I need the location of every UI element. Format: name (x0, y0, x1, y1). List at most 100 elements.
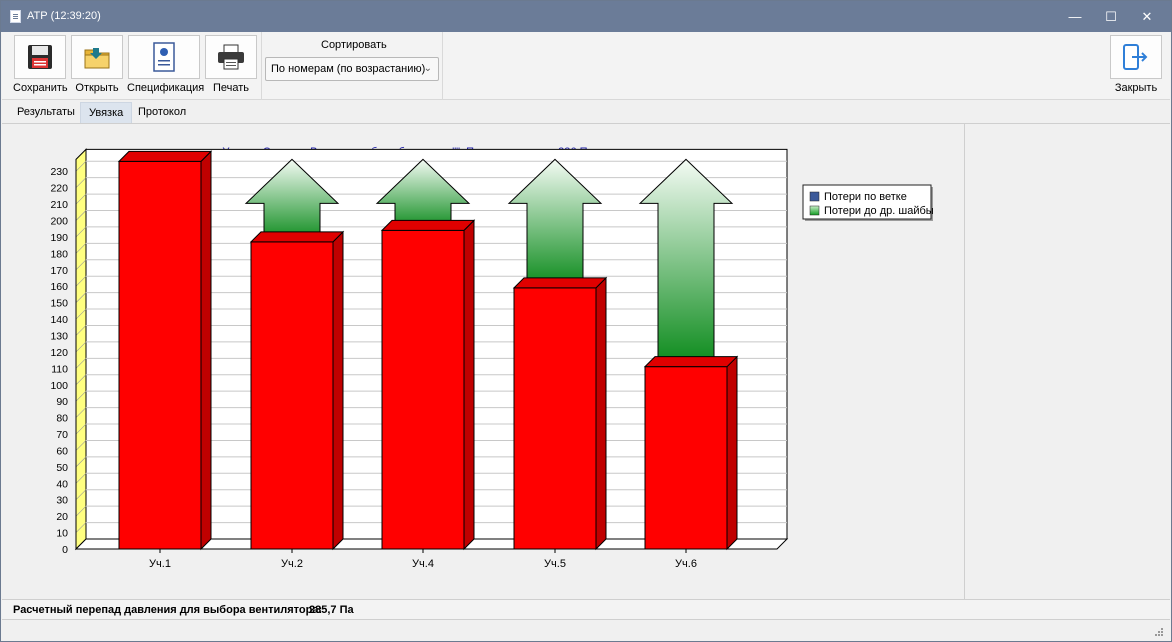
branch-loss-bar-top (249, 231, 345, 243)
gridline-side (75, 456, 87, 468)
chart-left-wall (75, 148, 87, 551)
specification-document-icon (153, 42, 175, 72)
x-tick-label: Уч.6 (675, 558, 697, 570)
y-tick-label: 160 (50, 281, 68, 293)
close-label: Закрыть (1114, 82, 1158, 94)
open-button[interactable]: Открыть (70, 35, 124, 97)
print-label: Печать (212, 82, 250, 94)
maximize-button[interactable]: ☐ (1105, 9, 1117, 24)
minimize-button[interactable]: — (1068, 9, 1082, 24)
x-tick-label: Уч.4 (412, 558, 434, 570)
toolbar-separator (261, 32, 262, 100)
save-label: Сохранить (13, 82, 68, 94)
tab-protocol[interactable]: Протокол (138, 106, 187, 118)
x-tick-label: Уч.1 (149, 558, 171, 570)
gridline-side (75, 177, 87, 188)
gridline-side (75, 243, 87, 254)
gridline-side (75, 505, 87, 517)
branch-loss-bar-top (380, 219, 476, 231)
legend-swatch-washer (809, 205, 820, 216)
toolbar: Сохранить Открыть Специфика (2, 32, 1170, 100)
y-tick-label: 170 (50, 265, 68, 277)
gridline-side (75, 473, 87, 484)
close-button[interactable]: Закрыть (1109, 35, 1163, 97)
status-label: Расчетный перепад давления для выбора ве… (13, 604, 323, 616)
y-tick-label: 20 (56, 511, 68, 523)
y-tick-label: 60 (56, 445, 68, 457)
branch-loss-bar-side (595, 276, 607, 551)
exit-icon (1123, 44, 1148, 70)
branch-loss-bar (381, 229, 465, 550)
branch-loss-bar (250, 241, 334, 550)
toolbar-separator (442, 32, 443, 100)
tab-linkage[interactable]: Увязка (80, 102, 133, 123)
window-title: АТР (12:39:20) (27, 10, 101, 22)
branch-loss-bar (118, 160, 202, 550)
y-tick-label: 150 (50, 298, 68, 310)
x-tick-label: Уч.5 (544, 558, 566, 570)
branch-loss-bar (644, 366, 728, 550)
status-value: 235,7 Па (309, 604, 354, 616)
open-label: Открыть (75, 82, 119, 94)
gridline-side (75, 275, 87, 287)
branch-loss-bar-side (463, 219, 475, 551)
y-tick-label: 0 (62, 544, 68, 556)
legend-label-washer: Потери до др. шайбы (824, 205, 934, 217)
bottom-bar (2, 621, 1170, 641)
branch-loss-bar-top (117, 150, 213, 162)
y-tick-label: 30 (56, 495, 68, 507)
specification-label: Спецификация (127, 82, 205, 94)
gridline-side (75, 423, 87, 435)
branch-loss-bar-top (643, 356, 739, 368)
gridline-side (75, 193, 87, 205)
gridline-side (75, 407, 87, 418)
y-tick-label: 110 (51, 363, 68, 375)
content-area: Увязка. Система Вытяжная общеобменная - … (2, 123, 1170, 600)
sort-selected-value: По номерам (по возрастанию) (271, 63, 426, 75)
tab-results[interactable]: Результаты (17, 106, 75, 118)
y-tick-label: 40 (56, 478, 68, 490)
gridline-side (75, 325, 87, 336)
gridline-side (75, 259, 87, 270)
y-tick-label: 220 (50, 183, 68, 195)
sort-dropdown[interactable]: По номерам (по возрастанию) ⌄ (265, 57, 439, 81)
branch-loss-bar (513, 287, 597, 550)
gridline-side (75, 308, 87, 320)
y-tick-label: 190 (50, 232, 68, 244)
sort-label: Сортировать (321, 39, 387, 51)
y-tick-label: 70 (56, 429, 68, 441)
chart-panel: Увязка. Система Вытяжная общеобменная - … (10, 124, 965, 600)
resize-grip-icon[interactable] (1154, 627, 1164, 637)
y-tick-label: 90 (56, 396, 68, 408)
branch-loss-bar-side (726, 355, 738, 551)
gridline-side (75, 210, 87, 221)
gridline-side (75, 522, 87, 533)
y-tick-label: 80 (56, 413, 68, 425)
save-button[interactable]: Сохранить (13, 35, 68, 97)
y-tick-label: 10 (56, 528, 68, 540)
branch-loss-bar-side (200, 150, 212, 551)
y-tick-label: 140 (50, 314, 68, 326)
app-document-icon (10, 10, 21, 23)
print-button[interactable]: Печать (204, 35, 258, 97)
y-tick-label: 200 (50, 216, 68, 228)
floppy-disk-icon (28, 45, 52, 69)
gridline-side (75, 341, 87, 353)
branch-loss-bar-top (512, 277, 608, 289)
status-bar: Расчетный перепад давления для выбора ве… (2, 599, 1170, 620)
legend-swatch-branch (809, 191, 820, 202)
close-window-button[interactable]: ✕ (1141, 9, 1153, 24)
y-tick-label: 120 (50, 347, 68, 359)
specification-button[interactable]: Спецификация (127, 35, 205, 97)
gridline-side (75, 226, 87, 238)
gridline-side (75, 358, 87, 369)
y-tick-label: 230 (50, 166, 68, 178)
chevron-down-icon: ⌄ (423, 63, 432, 74)
right-panel (966, 124, 1170, 600)
gridline-side (75, 161, 87, 172)
open-folder-icon (84, 48, 110, 69)
y-tick-label: 130 (50, 330, 68, 342)
linkage-chart: Увязка. Система Вытяжная общеобменная - … (50, 146, 934, 570)
gridline-side (75, 374, 87, 385)
